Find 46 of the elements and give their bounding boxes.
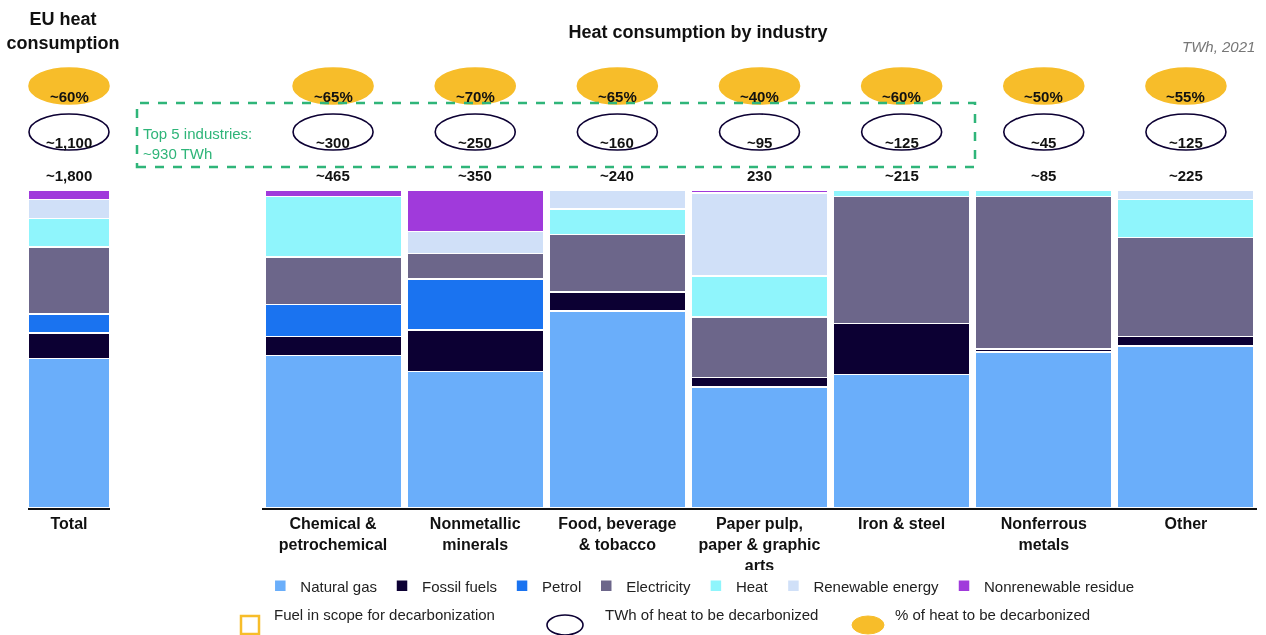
text: ~60% bbox=[882, 88, 921, 105]
text: ~240 bbox=[600, 167, 634, 184]
text: ~40% bbox=[740, 88, 779, 105]
text: ~250 bbox=[458, 134, 492, 151]
legend-label: Renewable energy bbox=[813, 577, 940, 595]
text: ~60% bbox=[50, 88, 89, 105]
text: TWh of heat to be decarbonized bbox=[605, 606, 819, 623]
x-tick-label: Chemical & petrochemical bbox=[278, 515, 388, 553]
legend-label: Electricity bbox=[626, 577, 691, 595]
chart-subtitle: TWh, 2021 bbox=[1182, 38, 1256, 55]
text: ~225 bbox=[1169, 167, 1203, 184]
text: ~465 bbox=[316, 167, 350, 184]
text: ~45 bbox=[1031, 134, 1057, 151]
text: ~95 bbox=[747, 134, 773, 151]
legend-label: Natural gas bbox=[300, 577, 378, 595]
text: 230 bbox=[747, 167, 773, 184]
bar bbox=[974, 351, 1113, 508]
text: ~55% bbox=[1166, 88, 1205, 105]
text: ~125 bbox=[885, 134, 919, 151]
x-tick-label: Total bbox=[50, 515, 88, 533]
text: Top 5 industries: ~930 TWh bbox=[143, 125, 253, 162]
legend-label: Heat bbox=[735, 577, 769, 595]
text: ~1,800 bbox=[46, 167, 93, 184]
x-tick-label: Other bbox=[1164, 515, 1208, 533]
text: % of heat to be decarbonized bbox=[895, 606, 1091, 623]
text: ~160 bbox=[600, 134, 634, 151]
chart-title: EU heat consumption bbox=[6, 9, 120, 53]
text: Fuel in scope for decarbonization bbox=[274, 606, 495, 623]
legend-label: Nonrenewable residue bbox=[984, 577, 1135, 595]
x-tick-label: Iron & steel bbox=[858, 515, 946, 533]
text: ~70% bbox=[456, 88, 495, 105]
text: ~125 bbox=[1169, 134, 1203, 151]
text: ~65% bbox=[598, 88, 637, 105]
x-tick-label: Nonferrous metals bbox=[1000, 515, 1087, 553]
text: ~85 bbox=[1031, 167, 1057, 184]
x-tick-label: Food, beverage & tobacco bbox=[558, 515, 677, 553]
text: ~350 bbox=[458, 167, 492, 184]
chart-title: Heat consumption by industry bbox=[568, 22, 828, 42]
legend-label: Fossil fuels bbox=[422, 577, 498, 595]
text: ~215 bbox=[885, 167, 919, 184]
text: ~1,100 bbox=[46, 134, 93, 151]
text: ~50% bbox=[1024, 88, 1063, 105]
text: ~65% bbox=[314, 88, 353, 105]
text: ~300 bbox=[316, 134, 350, 151]
x-tick-label: Nonmetallic minerals bbox=[429, 515, 521, 553]
legend-label: Petrol bbox=[542, 577, 582, 595]
